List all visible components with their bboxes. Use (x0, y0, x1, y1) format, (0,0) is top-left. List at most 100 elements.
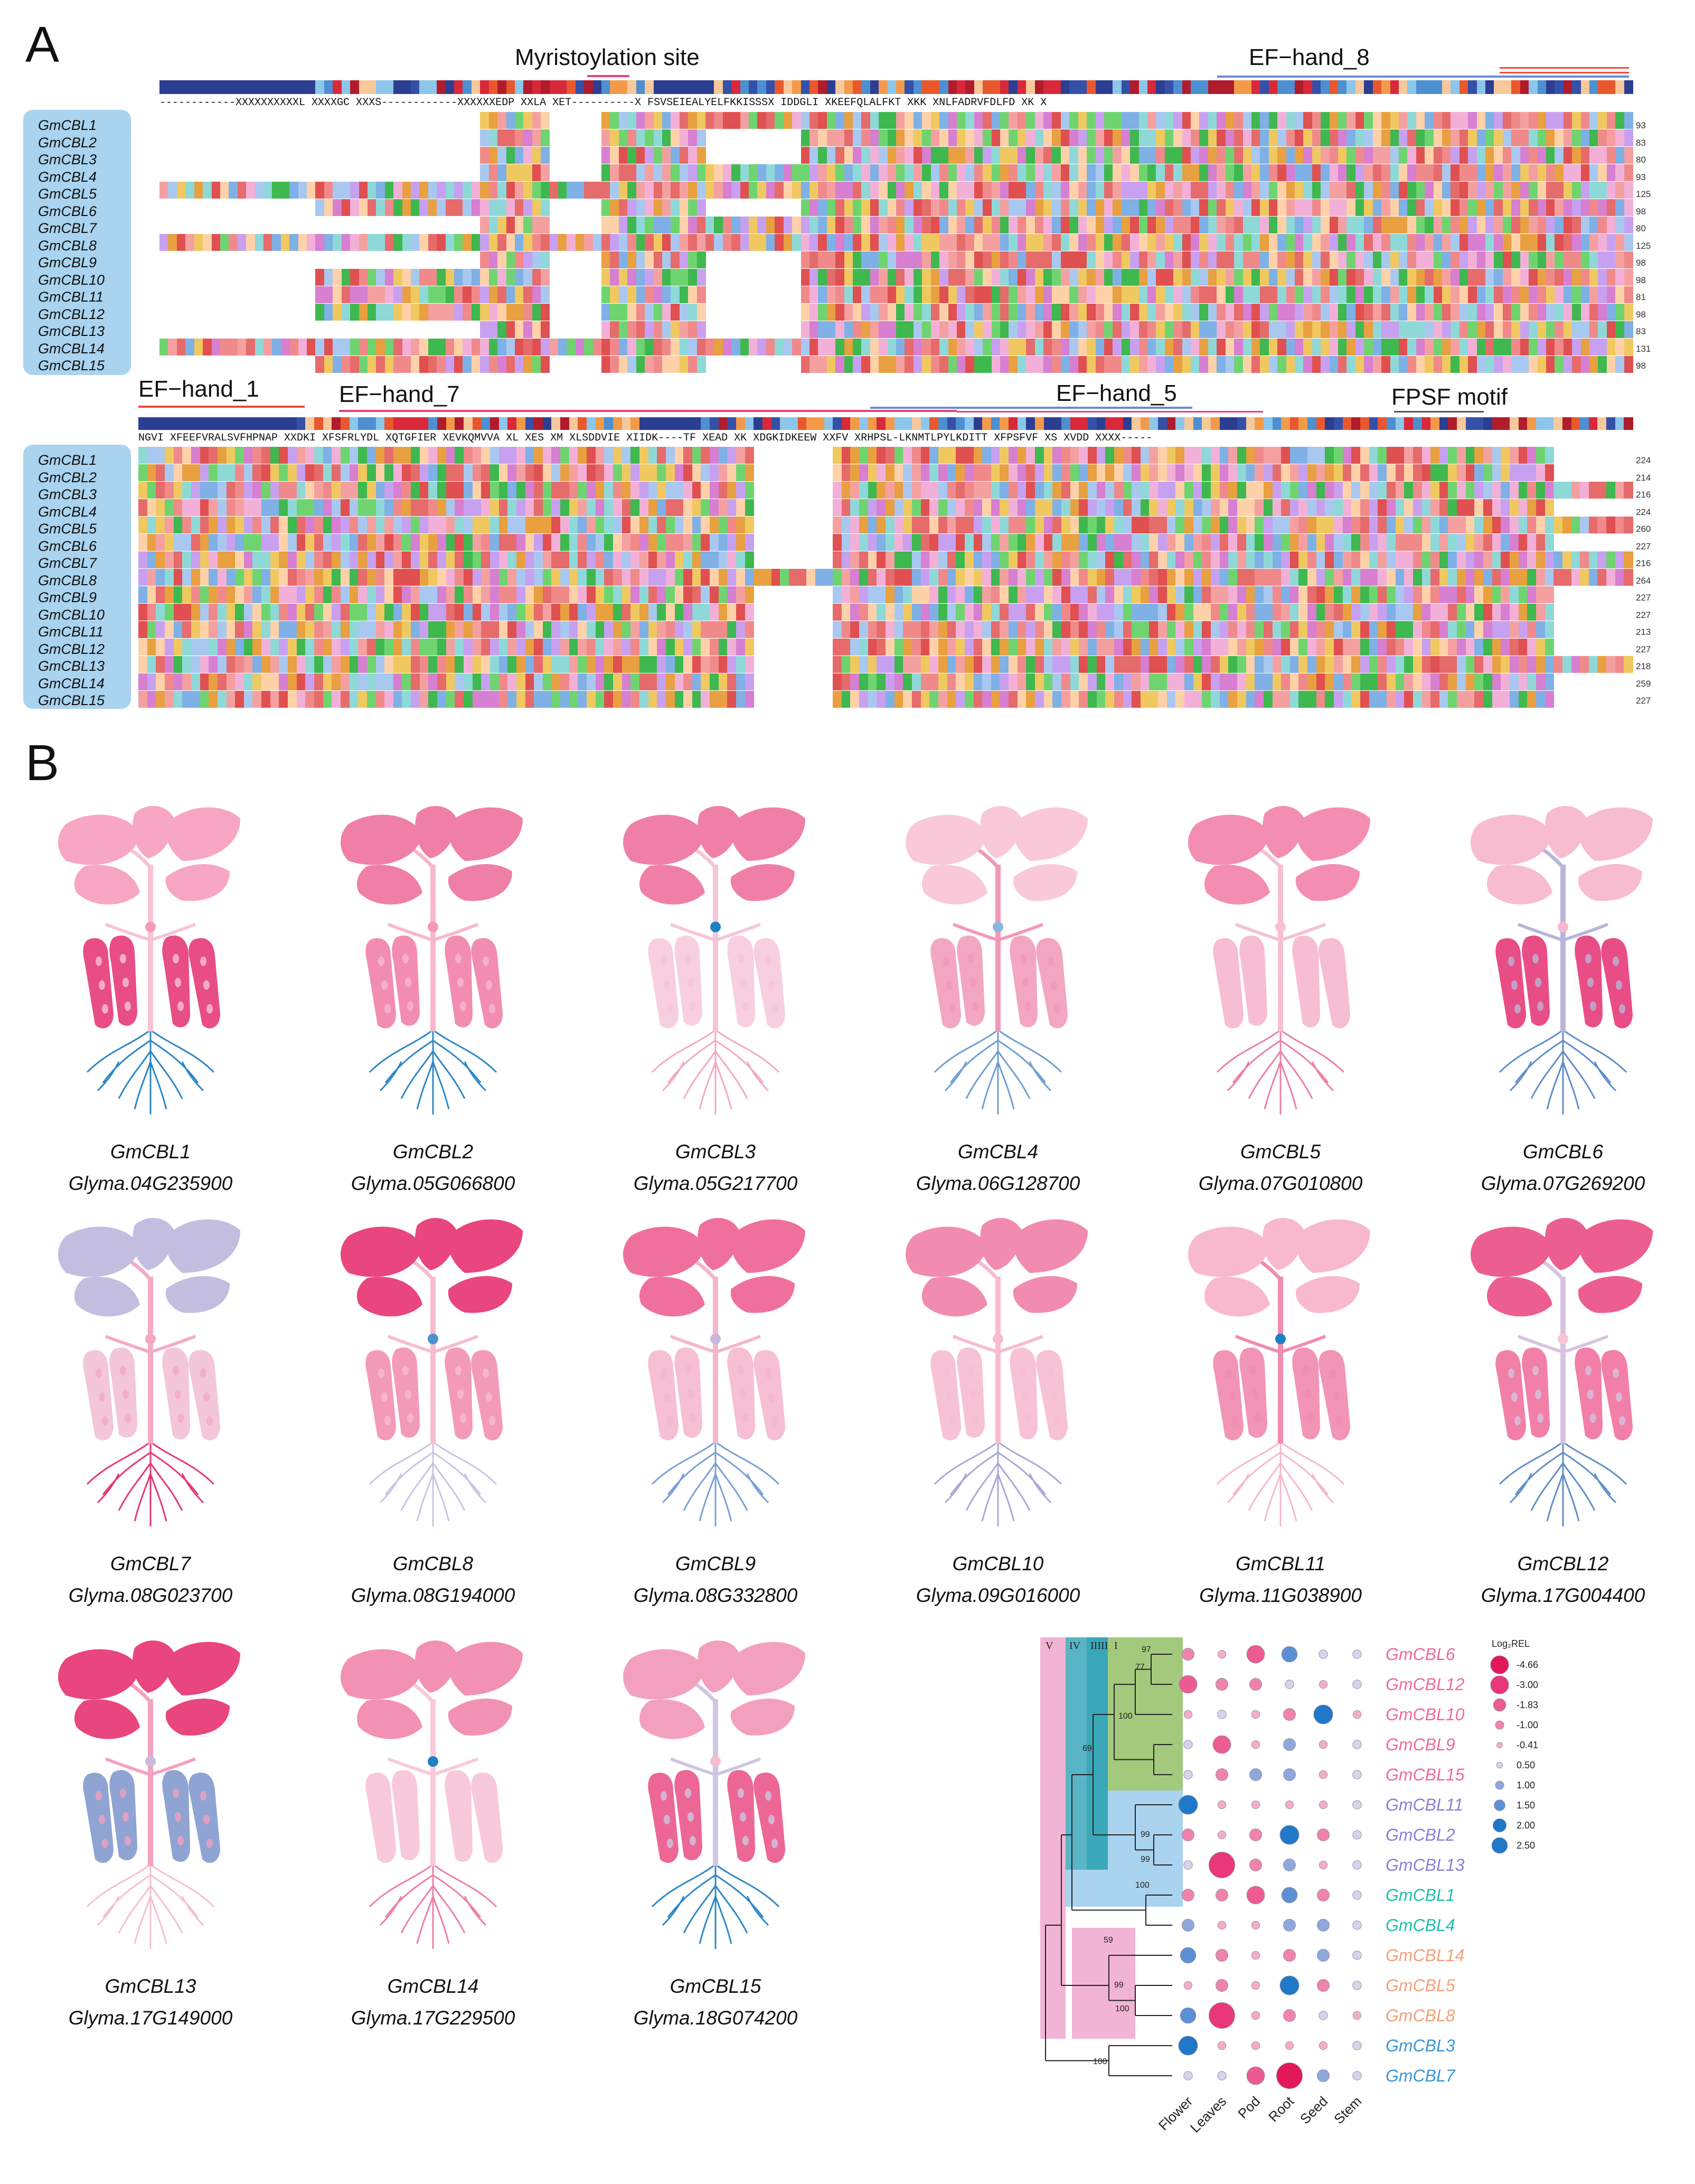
sequence-name-box-1 (23, 110, 131, 375)
expression-bubble (1216, 1768, 1228, 1781)
sequence-name: GmCBL3 (38, 486, 97, 502)
sequence-name: GmCBL5 (38, 186, 97, 202)
expression-bubble (1251, 1710, 1260, 1719)
expression-bubble (1283, 1768, 1296, 1781)
plant-gene-id: Glyma.18G074200 (633, 2007, 798, 2029)
plant-gene-name: GmCBL2 (392, 1141, 474, 1163)
sequence-length: 83 (1636, 326, 1646, 336)
sequence-name: GmCBL14 (38, 340, 105, 357)
legend-value: -1.83 (1517, 1700, 1538, 1710)
plant-gmcbl6 (1468, 803, 1658, 1122)
expression-bubble (1352, 2011, 1362, 2020)
roots (369, 1441, 497, 1526)
bootstrap-value: 100 (1115, 2004, 1129, 2013)
expression-bubble (1182, 1648, 1194, 1661)
sequence-length: 227 (1636, 696, 1651, 706)
plant-gene-name: GmCBL8 (392, 1553, 474, 1574)
expression-bubble (1352, 1951, 1362, 1960)
plant-gmcbl10 (903, 1215, 1093, 1534)
expression-bubble (1209, 1852, 1235, 1878)
myristoylation-label: Myristoylation site (515, 44, 700, 70)
expression-bubble (1183, 1981, 1193, 1990)
expression-bubble (1178, 2036, 1198, 2056)
sequence-length: 125 (1636, 189, 1651, 199)
plant-gene-name: GmCBL6 (1522, 1141, 1604, 1163)
plant-gmcbl3 (620, 803, 811, 1122)
roots (651, 1029, 780, 1114)
sequence-length: 80 (1636, 155, 1646, 165)
expression-bubble (1251, 1740, 1260, 1749)
clade-label: III (1090, 1640, 1101, 1652)
expression-bubble (1251, 1800, 1260, 1810)
roots (1499, 1441, 1627, 1526)
expression-bubble (1217, 1710, 1227, 1719)
expression-bubble (1283, 1708, 1296, 1721)
sequence-name: GmCBL11 (38, 624, 104, 640)
bootstrap-value: 99 (1114, 1981, 1124, 1990)
roots (651, 1863, 780, 1949)
roots (86, 1863, 215, 1949)
expression-bubble (1352, 1830, 1362, 1840)
plant-gene-id: Glyma.05G217700 (633, 1173, 798, 1194)
plant-gene-name: GmCBL4 (957, 1141, 1039, 1163)
plant-gene-name: GmCBL7 (110, 1553, 191, 1574)
sequence-length: 131 (1636, 343, 1651, 354)
sequence-name: GmCBL9 (38, 255, 97, 270)
expression-bubble (1317, 1979, 1330, 1992)
row-gene-name: GmCBL15 (1386, 1765, 1465, 1784)
expression-bubble (1276, 2063, 1303, 2089)
column-label: Stem (1331, 2093, 1364, 2127)
expression-bubble (1352, 1680, 1362, 1689)
expression-bubble (1281, 1887, 1298, 1904)
row-gene-name: GmCBL11 (1386, 1795, 1463, 1814)
expression-bubble (1251, 2011, 1260, 2020)
plant-gmcbl15 (620, 1637, 811, 1957)
plant-gmcbl14 (338, 1637, 528, 1957)
expression-bubble (1352, 2041, 1362, 2050)
sequence-length: 260 (1636, 524, 1651, 534)
legend-value: 1.50 (1517, 1800, 1535, 1811)
expression-bubble (1319, 1649, 1328, 1659)
roots (651, 1441, 780, 1526)
fpsf-motif-label: FPSF motif (1391, 384, 1508, 410)
legend-bubble (1493, 1698, 1506, 1712)
fpsf-motif-bar (1394, 411, 1484, 413)
sequence-name: GmCBL8 (38, 237, 97, 254)
sequence-name: GmCBL14 (38, 675, 105, 691)
expression-bubble (1217, 2071, 1227, 2080)
plant-gene-name: GmCBL1 (110, 1141, 191, 1163)
panel-a-label: A (25, 16, 60, 73)
bootstrap-value: 69 (1082, 1744, 1092, 1753)
expression-bubble (1319, 2041, 1328, 2050)
plant-gene-name: GmCBL13 (105, 1975, 196, 1997)
plant-gene-name: GmCBL9 (675, 1553, 756, 1574)
plant-gmcbl4 (903, 803, 1093, 1122)
clade-label: I (1114, 1640, 1118, 1652)
roots (86, 1441, 215, 1526)
sequence-name: GmCBL7 (38, 220, 97, 236)
alignment-block-1 (159, 112, 1633, 373)
roots (1216, 1029, 1345, 1114)
sequence-name: GmCBL15 (38, 358, 105, 373)
expression-bubble (1352, 2071, 1362, 2080)
sequence-name: GmCBL5 (38, 521, 97, 537)
ef-hand-7-label: EF−hand_7 (339, 381, 460, 407)
sequence-length: 264 (1636, 575, 1651, 586)
plant-gene-id: Glyma.17G149000 (68, 2007, 233, 2029)
legend-value: 2.00 (1517, 1820, 1535, 1831)
expression-bubble (1216, 1979, 1228, 1992)
sequence-name: GmCBL15 (38, 692, 105, 708)
legend-bubble (1495, 1720, 1504, 1730)
row-gene-name: GmCBL7 (1386, 2066, 1456, 2085)
sequence-length: 98 (1636, 309, 1646, 320)
expression-bubble (1352, 1770, 1362, 1779)
expression-bubble (1183, 1860, 1193, 1870)
expression-bubble (1251, 1951, 1260, 1960)
expression-bubble (1183, 1770, 1193, 1779)
sequence-length: 83 (1636, 137, 1646, 148)
row-gene-name: GmCBL14 (1386, 1946, 1464, 1965)
bootstrap-value: 77 (1135, 1663, 1145, 1672)
plant-gmcbl7 (55, 1215, 246, 1534)
sequence-name: GmCBL9 (38, 589, 97, 605)
expression-bubble (1352, 1860, 1362, 1870)
